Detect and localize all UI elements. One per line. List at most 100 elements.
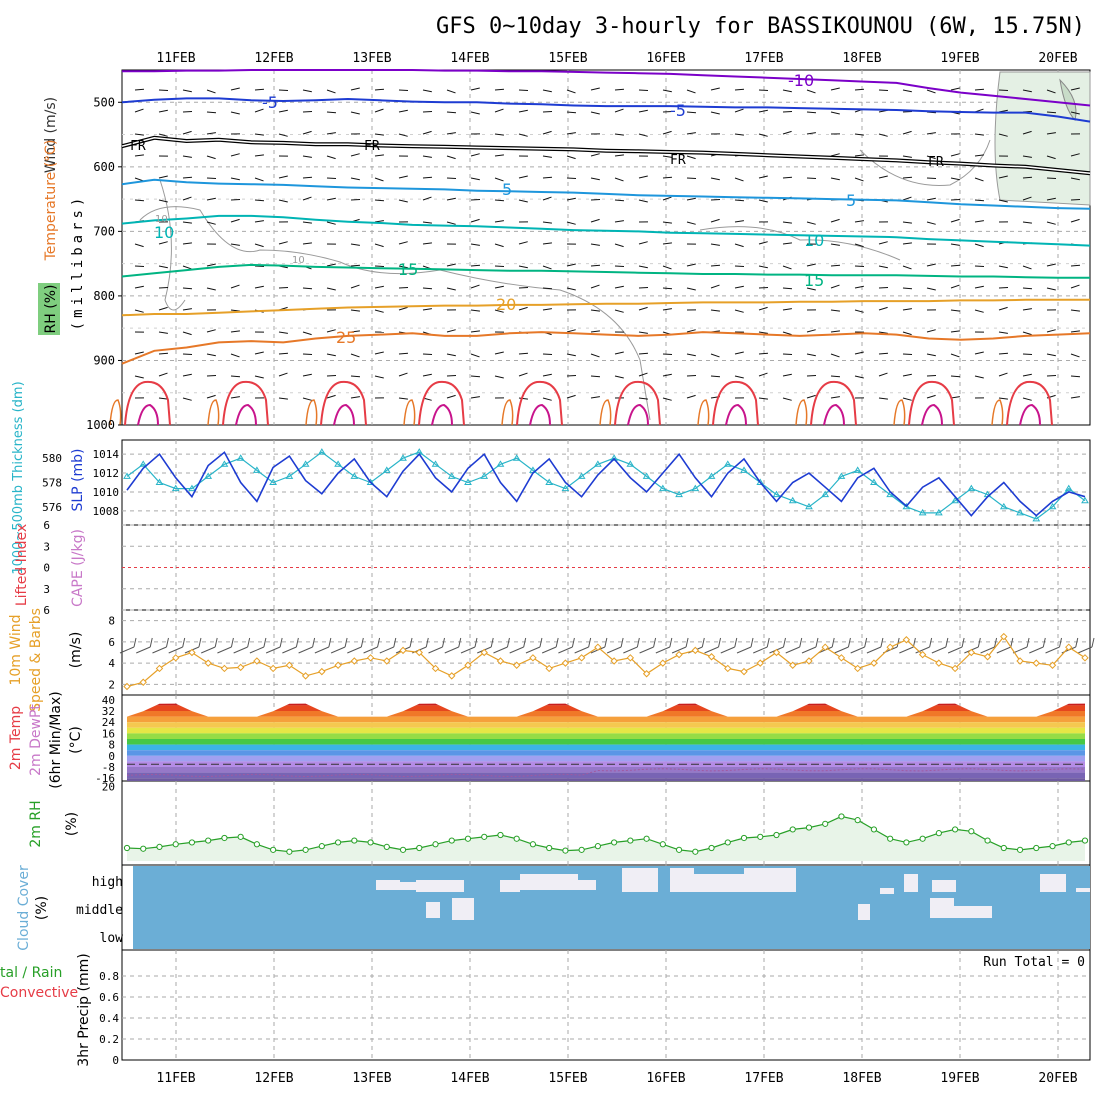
label-fr4: FR — [928, 155, 944, 170]
thickness-point-31 — [626, 460, 635, 467]
barb-466 — [758, 331, 768, 334]
barb-37 — [1022, 89, 1032, 93]
date-bottom-2: 13FEB — [352, 1071, 391, 1086]
barb-82 — [182, 130, 192, 135]
frame-slp — [121, 439, 1091, 526]
date-top-3: 14FEB — [450, 51, 489, 66]
label-wind: Wind (m/s) — [43, 97, 59, 173]
isotherm-20 — [121, 298, 1090, 317]
w10-barb-tick-9 — [279, 637, 283, 648]
label-slp: SLP (mb) — [70, 448, 86, 511]
rh2-point-17 — [399, 846, 407, 853]
w10-barb-7 — [233, 646, 248, 654]
date-bottom-5: 16FEB — [646, 1071, 685, 1086]
w10-barb-tick-46 — [880, 637, 884, 648]
contour-mag-3 — [431, 403, 453, 426]
barb-155 — [974, 154, 984, 157]
w10-barb-tick-33 — [669, 637, 673, 648]
barb-177 — [542, 176, 553, 179]
date-bottom-7: 18FEB — [842, 1071, 881, 1086]
w10-barb-30 — [606, 646, 622, 654]
barb-483 — [206, 353, 216, 357]
barb-223 — [686, 197, 696, 201]
barb-8 — [326, 89, 336, 94]
w10-barb-tick-18 — [425, 637, 429, 648]
barb-129 — [350, 153, 360, 157]
barb-555 — [974, 375, 984, 379]
contour-red-8 — [908, 380, 955, 426]
thickness-point-48 — [902, 502, 911, 510]
barb-348 — [806, 263, 816, 267]
barb-43 — [206, 111, 217, 114]
barb-347 — [782, 265, 792, 270]
label-temp: Temperature (°C) — [43, 140, 59, 262]
barb-175 — [494, 177, 504, 182]
rh2-point-57 — [1049, 843, 1056, 850]
ytick-pr-0: 0 — [112, 1054, 119, 1067]
barb-64 — [710, 111, 720, 115]
label-rh10a: 10 — [155, 214, 168, 225]
t2-band-4 — [127, 722, 1085, 728]
cloud-cat-low: low — [100, 931, 124, 946]
w10-point-24 — [512, 661, 521, 669]
barb-9 — [350, 87, 360, 91]
thickness-point-15 — [366, 478, 375, 485]
barb-372 — [422, 287, 433, 290]
side-labels: Wind (m/s) Temperature (°C) RH (%) (mill… — [0, 97, 1085, 1067]
rh2-point-42 — [805, 824, 813, 831]
cloud-gap-17 — [858, 904, 870, 920]
w10-point-48 — [902, 636, 911, 644]
w10-barb-6 — [217, 646, 232, 654]
barb-385 — [734, 285, 744, 289]
w10-point-32 — [642, 670, 651, 678]
barb-430 — [854, 309, 864, 313]
w10-barb-tick-10 — [295, 637, 299, 648]
barb-273 — [926, 221, 936, 225]
thickness-point-36 — [707, 472, 716, 479]
ytick-slp-1014: 1014 — [93, 448, 120, 461]
barb-176 — [518, 175, 528, 179]
barb-184 — [710, 177, 720, 181]
w10-barb-tick-50 — [945, 637, 949, 648]
thickness-point-0 — [123, 472, 131, 479]
date-top-0: 11FEB — [156, 51, 195, 66]
barb-255 — [494, 220, 504, 223]
w10-barb-tick-42 — [815, 637, 819, 648]
barb-353 — [926, 263, 936, 267]
w10-point-42 — [805, 657, 813, 665]
barb-291 — [398, 241, 408, 245]
barb-442 — [182, 331, 192, 336]
rh2-point-20 — [448, 837, 455, 844]
label-w10u: (m/s) — [68, 632, 84, 669]
w10-barb-tick-37 — [734, 637, 738, 648]
barb-299 — [590, 243, 600, 246]
cloud-gap-16 — [452, 898, 474, 920]
barb-189 — [830, 177, 840, 181]
barb-505 — [734, 351, 744, 355]
barb-17 — [542, 89, 552, 93]
w10-barb-tick-59 — [1091, 637, 1095, 648]
barb-295 — [494, 243, 504, 248]
ytick-w10-8: 8 — [108, 615, 115, 628]
barb-422 — [662, 308, 672, 311]
w10-barb-tick-1 — [149, 637, 153, 648]
thickness-point-11 — [301, 460, 310, 467]
barb-35 — [974, 88, 985, 91]
rh2-point-47 — [887, 835, 894, 842]
barb-195 — [974, 177, 984, 182]
barb-583 — [686, 394, 696, 399]
barb-537 — [542, 373, 552, 377]
label-precip-c: 3hr Precip (mm) — [76, 953, 92, 1066]
rh2-point-54 — [1000, 844, 1007, 852]
barb-305 — [734, 243, 744, 248]
barb-205 — [254, 199, 265, 202]
w10-barb-55 — [1012, 646, 1028, 654]
w10-barb-tick-48 — [912, 637, 916, 648]
barb-429 — [830, 309, 840, 312]
rh2-point-1 — [140, 845, 147, 852]
t2-band-6 — [127, 733, 1085, 739]
w10-barb-tick-11 — [312, 637, 316, 648]
label-w10b: Speed & Barbs — [28, 608, 44, 712]
barb-128 — [326, 155, 336, 160]
barb-531 — [398, 372, 408, 377]
